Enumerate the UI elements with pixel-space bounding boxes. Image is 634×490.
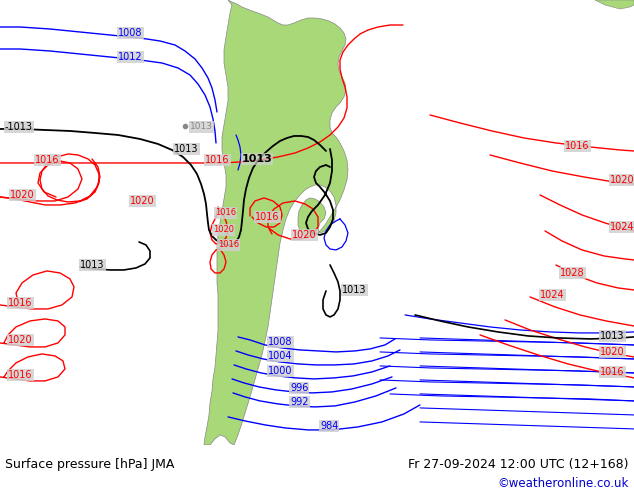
Text: 1020: 1020 xyxy=(610,175,634,185)
Text: 1008: 1008 xyxy=(268,337,292,347)
Text: 1020: 1020 xyxy=(8,335,32,345)
Polygon shape xyxy=(204,0,348,445)
Text: 1016: 1016 xyxy=(35,155,60,165)
Text: -1013: -1013 xyxy=(5,122,33,132)
Polygon shape xyxy=(595,0,634,9)
Text: 1024: 1024 xyxy=(540,290,565,300)
Text: 1013: 1013 xyxy=(600,331,624,341)
Text: 996: 996 xyxy=(290,383,308,393)
Text: 1016: 1016 xyxy=(565,141,590,151)
Text: ©weatheronline.co.uk: ©weatheronline.co.uk xyxy=(498,477,629,490)
Text: 1020: 1020 xyxy=(600,347,624,357)
Text: 1013: 1013 xyxy=(80,260,105,270)
Text: 1020: 1020 xyxy=(10,190,35,200)
Text: 1012: 1012 xyxy=(118,52,143,62)
Text: 1020: 1020 xyxy=(213,225,234,234)
Text: 1024: 1024 xyxy=(610,222,634,232)
Text: 992: 992 xyxy=(290,397,309,407)
Text: 1016: 1016 xyxy=(255,212,280,222)
Text: 1016: 1016 xyxy=(8,370,32,380)
Text: 1013: 1013 xyxy=(190,122,213,131)
Text: 1020: 1020 xyxy=(130,196,155,206)
Text: 1016: 1016 xyxy=(218,241,239,249)
Text: Surface pressure [hPa] JMA: Surface pressure [hPa] JMA xyxy=(5,458,174,471)
Text: 984: 984 xyxy=(320,421,339,431)
Text: 1016: 1016 xyxy=(8,298,32,308)
Text: 1000: 1000 xyxy=(268,366,292,376)
Text: Fr 27-09-2024 12:00 UTC (12+168): Fr 27-09-2024 12:00 UTC (12+168) xyxy=(408,458,629,471)
Text: 1008: 1008 xyxy=(118,28,143,38)
Text: 1004: 1004 xyxy=(268,351,292,361)
Text: 1016: 1016 xyxy=(600,367,624,377)
Text: 1020: 1020 xyxy=(292,230,316,240)
Text: 1013: 1013 xyxy=(174,144,198,154)
Text: 1016: 1016 xyxy=(215,208,236,218)
Text: 1016: 1016 xyxy=(205,155,230,165)
Text: 1028: 1028 xyxy=(560,268,585,278)
Text: 1013: 1013 xyxy=(342,285,366,295)
Text: 1013: 1013 xyxy=(242,154,273,164)
